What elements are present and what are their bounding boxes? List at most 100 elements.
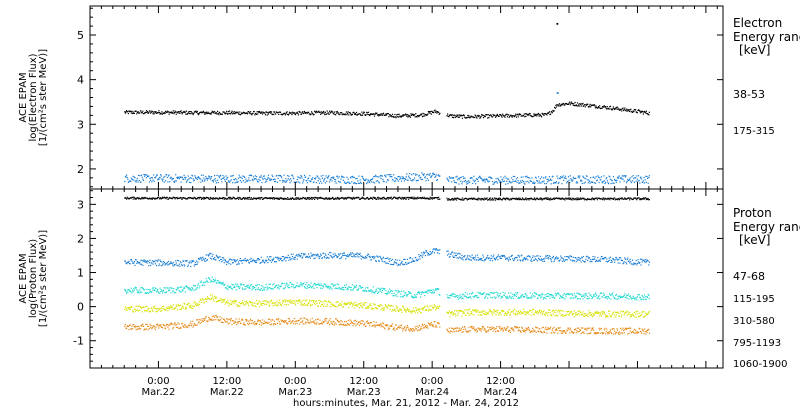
- data-point: [342, 289, 344, 291]
- data-point: [409, 116, 411, 118]
- data-point: [303, 303, 306, 305]
- data-point: [138, 291, 140, 293]
- data-point: [300, 282, 302, 284]
- data-point: [565, 177, 567, 180]
- data-point: [550, 259, 552, 261]
- data-point: [577, 176, 579, 178]
- data-point: [342, 306, 344, 308]
- data-point: [344, 284, 346, 286]
- data-point: [425, 113, 427, 116]
- data-point: [499, 198, 501, 200]
- data-point: [370, 290, 373, 292]
- data-point: [648, 298, 650, 300]
- data-point: [272, 113, 274, 115]
- data-point: [308, 180, 310, 182]
- data-point: [373, 182, 376, 184]
- data-point: [212, 253, 214, 256]
- data-point: [148, 175, 150, 177]
- data-point: [529, 255, 531, 257]
- data-point: [384, 304, 386, 306]
- data-point: [484, 178, 486, 180]
- data-point: [396, 263, 398, 265]
- data-point: [239, 176, 241, 178]
- data-point: [124, 260, 126, 262]
- data-point: [555, 104, 557, 106]
- data-point: [641, 181, 643, 183]
- data-point: [563, 259, 565, 261]
- data-point: [185, 110, 188, 112]
- data-point: [508, 180, 510, 182]
- data-point: [171, 179, 173, 181]
- data-point: [481, 314, 483, 316]
- data-point: [392, 197, 394, 199]
- data-point: [207, 254, 209, 256]
- data-point: [298, 286, 300, 288]
- data-point: [195, 264, 197, 266]
- data-point: [127, 261, 129, 263]
- data-point: [529, 198, 531, 200]
- data-point: [438, 252, 440, 255]
- data-point: [194, 176, 197, 178]
- data-point: [638, 175, 640, 177]
- data-point: [209, 252, 211, 254]
- data-point: [174, 180, 176, 182]
- data-point: [551, 261, 553, 263]
- data-point: [459, 114, 461, 116]
- data-point: [223, 177, 225, 179]
- data-point: [499, 181, 501, 183]
- data-point: [377, 176, 379, 178]
- data-point: [202, 110, 204, 112]
- data-point: [596, 180, 598, 182]
- data-point: [417, 115, 419, 117]
- data-point: [301, 177, 303, 179]
- data-point: [540, 294, 542, 296]
- data-point: [320, 305, 322, 307]
- data-point: [569, 197, 571, 199]
- data-point: [258, 288, 260, 291]
- data-point: [342, 179, 344, 181]
- data-point: [302, 283, 304, 285]
- data-point: [324, 182, 326, 184]
- data-point: [184, 291, 186, 293]
- data-point: [429, 112, 431, 114]
- series-47-68: [124, 196, 650, 201]
- data-point: [483, 199, 485, 201]
- data-point: [648, 114, 650, 116]
- data-point: [620, 295, 622, 297]
- data-point: [572, 197, 574, 199]
- data-point: [533, 295, 535, 297]
- data-point: [215, 182, 217, 184]
- data-point: [641, 261, 643, 263]
- data-point: [609, 105, 611, 107]
- data-point: [291, 197, 294, 199]
- data-point: [608, 197, 610, 200]
- data-point: [136, 262, 138, 264]
- data-point: [589, 103, 591, 105]
- data-point: [555, 181, 558, 183]
- data-point: [156, 311, 158, 313]
- data-point: [226, 287, 228, 289]
- data-point: [351, 305, 353, 307]
- data-point: [320, 111, 322, 113]
- data-point: [594, 261, 597, 263]
- data-point: [629, 295, 631, 297]
- data-point: [290, 300, 292, 302]
- data-point: [559, 259, 561, 261]
- data-point: [330, 111, 332, 113]
- data-point: [469, 293, 471, 295]
- data-point: [402, 264, 404, 266]
- data-point: [148, 311, 150, 313]
- data-point: [532, 182, 534, 184]
- data-point: [176, 176, 178, 179]
- data-point: [158, 263, 161, 265]
- data-point: [603, 175, 605, 177]
- data-point: [178, 286, 180, 288]
- data-point: [326, 180, 328, 182]
- data-point: [457, 115, 459, 117]
- data-point: [466, 309, 468, 311]
- data-point: [625, 261, 627, 263]
- data-point: [345, 304, 347, 306]
- data-point: [335, 114, 337, 116]
- data-point: [461, 294, 464, 296]
- data-point: [310, 113, 312, 115]
